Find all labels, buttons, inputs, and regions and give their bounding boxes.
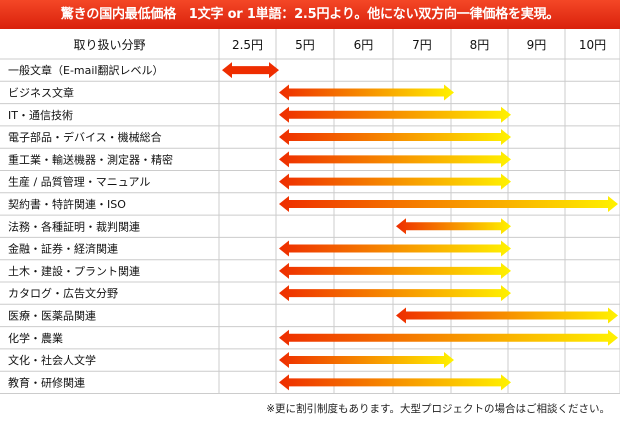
field-label: 土木・建設・プラント関連 [8,264,140,278]
price-range-arrow [279,151,511,168]
price-range-arrow [279,374,511,391]
price-range-arrow [279,329,618,346]
headline-banner: 驚きの国内最低価格 1文字 or 1単語：2.5円より。他にない双方向一律価格を… [0,0,620,29]
field-label: 法務・各種証明・裁判関連 [8,219,140,233]
discount-footnote: ※更に割引制度もあります。大型プロジェクトの場合はご相談ください。 [266,403,610,415]
field-label: IT・通信技術 [8,109,73,122]
field-label: 重工業・輸送機器・測定器・精密 [8,152,173,166]
price-range-arrow [279,129,511,146]
field-label: 契約書・特許関連・ISO [8,197,126,211]
price-range-arrow [222,62,279,79]
field-label: 化学・農業 [8,331,63,345]
field-label: 生産 / 品質管理・マニュアル [8,175,150,189]
header-label: 取り扱い分野 [73,38,145,52]
price-tick-label: 9円 [527,38,547,52]
price-tick-label: 6円 [354,38,374,52]
price-range-arrow [279,106,511,123]
price-range-arrow [279,240,511,257]
price-range-arrow [279,352,454,369]
field-label: 教育・研修関連 [8,375,85,389]
price-tick-label: 5円 [295,38,315,52]
price-range-arrow [396,307,618,324]
field-label: カタログ・広告文分野 [8,286,118,300]
price-tick-label: 7円 [412,38,432,52]
price-range-arrow [279,173,511,190]
price-tick-label: 10円 [579,38,606,52]
field-label: 医療・医薬品関連 [8,308,96,322]
field-label: 金融・証券・経済関連 [8,242,118,256]
price-range-chart: 取り扱い分野 2.5円 5円 6円 7円 8円 9円 10円一般文章（E-mail翻訳レベル）… [0,29,620,394]
price-range-arrow [279,262,511,279]
field-label: ビジネス文章 [8,85,74,99]
price-tick-label: 8円 [470,38,490,52]
field-label: 文化・社会人文学 [8,353,96,367]
price-range-arrow [279,285,511,302]
field-label: 一般文章（E-mail翻訳レベル） [8,63,164,77]
price-range-arrow [396,218,511,235]
price-range-arrow [279,195,618,212]
price-tick-label: 2.5円 [232,38,263,52]
header-row [0,29,620,59]
field-label: 電子部品・デバイス・機械総合 [8,130,162,144]
price-range-arrow [279,84,454,101]
